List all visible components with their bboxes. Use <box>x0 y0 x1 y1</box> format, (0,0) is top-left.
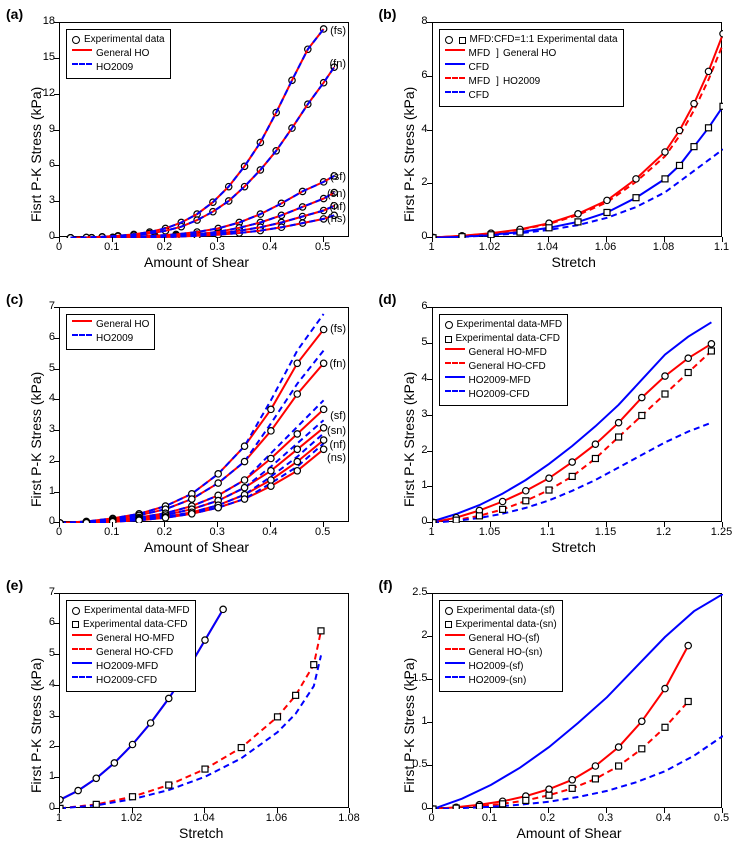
panel-e: (e) First P-K Stress (kPa) Experimental … <box>4 575 373 856</box>
panel-f-red-sn <box>433 701 688 809</box>
annot-c-sf: (sf) <box>330 410 346 422</box>
annot-fn: (fn) <box>330 58 347 70</box>
panel-a-points-fn <box>67 64 337 238</box>
panel-c-points <box>60 327 327 524</box>
panel-e-legend: Experimental data-MFD Experimental data-… <box>66 600 196 692</box>
panel-a-plot: Experimental data General HO HO2009 (fs)… <box>59 22 349 237</box>
panel-b-blue-cfd <box>433 106 723 237</box>
legend-text: MFD <box>469 75 491 89</box>
panel-b-label: (b) <box>379 6 397 22</box>
legend-text: Experimental data-MFD <box>84 604 190 618</box>
panel-c-xlabel: Amount of Shear <box>144 539 249 555</box>
panel-c: (c) First P-K Stress (kPa) General HO <box>4 289 373 570</box>
panel-f-legend: Experimental data-(sf) Experimental data… <box>439 600 563 692</box>
annot-ns: (ns) <box>327 213 346 225</box>
panel-d-plot: Experimental data-MFD Experimental data-… <box>432 307 722 522</box>
legend-text: General HO-(sn) <box>469 646 543 660</box>
panel-f-plot: Experimental data-(sf) Experimental data… <box>432 593 722 808</box>
legend-text: Experimental data-(sn) <box>456 618 557 632</box>
panel-e-label: (e) <box>6 577 23 593</box>
annot-fs: (fs) <box>330 25 346 37</box>
legend-text: HO2009-CFD <box>469 388 530 402</box>
legend-text: HO2009 <box>503 75 540 89</box>
panel-d-label: (d) <box>379 291 397 307</box>
figure-grid: (a) Fisrt P-K Stress (kPa) <box>0 0 749 860</box>
panel-e-plot: Experimental data-MFD Experimental data-… <box>59 593 349 808</box>
annot-c-sn: (sn) <box>327 425 346 437</box>
panel-d-xlabel: Stretch <box>552 539 596 555</box>
legend-text: HO2009-(sf) <box>469 660 524 674</box>
panel-a-blue-fn <box>71 67 335 238</box>
legend-text: General HO <box>96 47 149 61</box>
panel-b-plot: MFD:CFD=1:1 Experimental data MFD]Genera… <box>432 22 722 237</box>
panel-c-legend: General HO HO2009 <box>66 314 155 350</box>
panel-f-label: (f) <box>379 577 393 593</box>
legend-text: General HO-(sf) <box>469 632 540 646</box>
panel-f-points-sn <box>433 698 691 809</box>
panel-c-label: (c) <box>6 291 23 307</box>
annot-c-nf: (nf) <box>330 439 347 451</box>
legend-text: HO2009-(sn) <box>469 674 527 688</box>
panel-a-legend: Experimental data General HO HO2009 <box>66 29 171 79</box>
annot-sf: (sf) <box>330 171 346 183</box>
legend-text: General HO-MFD <box>469 346 547 360</box>
legend-text: Experimental data <box>84 33 165 47</box>
panel-a-red-sf <box>71 176 335 238</box>
legend-text: General HO <box>503 47 556 61</box>
panel-f-blue-sn <box>433 736 723 809</box>
panel-f: (f) First P-K Stress (kPa) Experimental … <box>377 575 746 856</box>
panel-b-legend: MFD:CFD=1:1 Experimental data MFD]Genera… <box>439 29 624 107</box>
panel-a: (a) Fisrt P-K Stress (kPa) <box>4 4 373 285</box>
legend-text: Experimental data-(sf) <box>457 604 555 618</box>
annot-nf: (nf) <box>330 201 347 213</box>
legend-text: General HO-CFD <box>469 360 546 374</box>
panel-f-xlabel: Amount of Shear <box>517 825 622 841</box>
panel-b: (b) First P-K Stress (kPa) MFD:CFD=1:1 E… <box>377 4 746 285</box>
legend-text: HO2009-MFD <box>96 660 158 674</box>
legend-text: HO2009-CFD <box>96 674 157 688</box>
panel-c-plot: General HO HO2009 (fs) (fn) (sf) (sn) (n… <box>59 307 349 522</box>
annot-c-fs: (fs) <box>330 323 346 335</box>
panel-a-red-fn <box>71 67 335 238</box>
annot-sn: (sn) <box>327 188 346 200</box>
panel-d-legend: Experimental data-MFD Experimental data-… <box>439 314 569 406</box>
annot-c-ns: (ns) <box>327 452 346 464</box>
legend-text: General HO-MFD <box>96 632 174 646</box>
panel-e-xlabel: Stretch <box>179 825 223 841</box>
legend-text: HO2009 <box>96 61 133 75</box>
legend-text: HO2009-MFD <box>469 374 531 388</box>
panel-d: (d) First P-K Stress (kPa) Experimental … <box>377 289 746 570</box>
legend-text: MFD:CFD=1:1 Experimental data <box>470 33 618 47</box>
legend-text: Experimental data-MFD <box>457 318 563 332</box>
panel-a-points-sf <box>67 173 337 238</box>
legend-text: MFD <box>469 47 491 61</box>
panel-a-blue-sf <box>71 176 335 238</box>
panel-b-points-cfd <box>433 103 723 238</box>
panel-b-xlabel: Stretch <box>552 254 596 270</box>
panel-a-xlabel: Amount of Shear <box>144 254 249 270</box>
legend-text: Experimental data-CFD <box>83 618 187 632</box>
legend-text: Experimental data-CFD <box>456 332 560 346</box>
legend-text: CFD <box>469 61 490 75</box>
legend-text: General HO <box>96 318 149 332</box>
panel-a-label: (a) <box>6 6 23 22</box>
legend-text: CFD <box>469 89 490 103</box>
legend-text: General HO-CFD <box>96 646 173 660</box>
annot-c-fn: (fn) <box>330 358 347 370</box>
legend-text: HO2009 <box>96 332 133 346</box>
panel-b-ylabel: First P-K Stress (kPa) <box>401 62 417 222</box>
